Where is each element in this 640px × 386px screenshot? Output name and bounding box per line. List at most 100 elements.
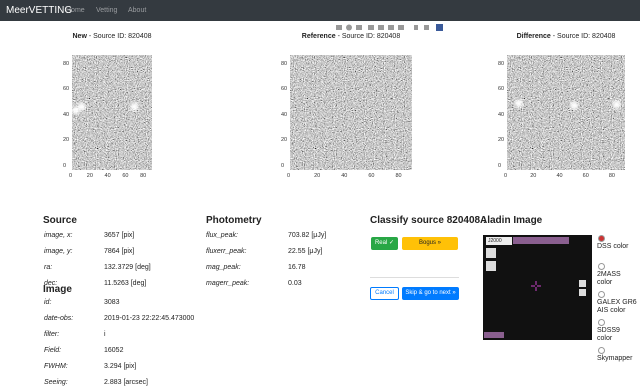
field-value: 132.3729 [deg] <box>104 264 151 271</box>
panel-label: New <box>72 33 87 40</box>
y-tick-label: 20 <box>63 137 70 144</box>
field-value: 16052 <box>104 347 124 354</box>
field-label: flux_peak: <box>206 232 238 239</box>
x-tick-label: 80 <box>395 173 402 179</box>
brand[interactable]: MeerVETTING <box>6 5 73 16</box>
field-label: date-obs: <box>44 315 74 322</box>
field-value: 22.55 [μJy] <box>288 248 323 255</box>
panel-suffix: - Source ID: 820408 <box>550 33 616 40</box>
option-label: Skymapper <box>597 355 633 362</box>
nav-link[interactable]: Vetting <box>96 7 118 14</box>
field-label: Field: <box>44 347 62 354</box>
x-tick-label: 40 <box>341 173 348 179</box>
layers-button[interactable] <box>486 248 496 258</box>
x-tick-label: 20 <box>314 173 321 179</box>
coordinates <box>513 237 569 244</box>
field-label: magerr_peak: <box>206 280 250 287</box>
field-value: 7864 [pix] <box>104 248 135 255</box>
radio[interactable] <box>598 263 605 270</box>
y-tick-label: 80 <box>63 60 70 67</box>
navbar: MeerVETTING Home Vetting About <box>0 0 640 21</box>
section-title: Classify source 820408 : <box>370 215 487 226</box>
field-label: fluxerr_peak: <box>206 248 247 255</box>
x-tick-label: 40 <box>556 173 563 179</box>
x-tick-label: 0 <box>69 173 73 179</box>
panel-title: Difference - Source ID: 820408 <box>486 33 640 40</box>
field-label: image, x: <box>44 232 73 239</box>
field-value: 16.78 <box>288 264 306 271</box>
panel-suffix: - Source ID: 820408 <box>335 33 401 40</box>
zoom-out[interactable] <box>579 289 586 296</box>
cutout-image <box>507 55 625 170</box>
field-value: 3657 [pix] <box>104 232 135 239</box>
field-label: Seeing: <box>44 379 68 386</box>
skip-button[interactable]: Skip & go to next » <box>402 287 459 300</box>
section-title: Aladin Image <box>480 215 543 226</box>
y-tick-label: 0 <box>63 163 67 169</box>
section-title: Source <box>43 215 77 226</box>
cancel-button[interactable]: Cancel <box>370 287 399 300</box>
y-tick-label: 0 <box>281 163 285 169</box>
y-tick-label: 80 <box>498 60 505 67</box>
field-label: mag_peak: <box>206 264 241 271</box>
field-label: image, y: <box>44 248 73 255</box>
nav-link[interactable]: About <box>128 7 147 14</box>
field-value: 3083 <box>104 299 120 306</box>
y-tick-label: 20 <box>498 137 505 144</box>
x-tick-label: 20 <box>530 173 537 179</box>
section-title: Image <box>43 284 72 295</box>
x-tick-label: 60 <box>122 173 129 179</box>
radio[interactable] <box>598 235 605 242</box>
y-tick-label: 20 <box>281 137 288 144</box>
x-tick-label: 60 <box>368 173 375 179</box>
x-tick-label: 0 <box>504 173 508 179</box>
panel-label: Difference <box>516 33 551 40</box>
frame-select[interactable]: J2000 <box>486 237 512 245</box>
field-label: filter: <box>44 331 60 338</box>
x-tick-label: 40 <box>104 173 111 179</box>
field-value: i <box>104 331 106 338</box>
y-tick-label: 60 <box>281 86 288 93</box>
field-value: 0.03 <box>288 280 302 287</box>
aladin-view[interactable]: J2000 <box>483 235 592 340</box>
real-button[interactable]: Real ✓ <box>371 237 398 250</box>
radio[interactable] <box>598 347 605 354</box>
y-tick-label: 40 <box>498 111 505 118</box>
field-value: 703.82 [μJy] <box>288 232 327 239</box>
panel-suffix: - Source ID: 820408 <box>86 33 152 40</box>
y-tick-label: 80 <box>281 60 288 67</box>
x-tick-label: 20 <box>86 173 93 179</box>
field-value: 2019-01-23 22:22:45.473000 <box>104 315 195 322</box>
panel-title: New - Source ID: 820408 <box>32 33 192 40</box>
option-label: SDSS9 color <box>597 327 620 342</box>
panel-label: Reference <box>301 33 336 40</box>
y-tick-label: 40 <box>281 111 288 118</box>
field-value: 11.5263 [deg] <box>104 280 147 287</box>
reticle <box>531 281 541 291</box>
toolbar <box>336 24 443 31</box>
x-tick-label: 80 <box>608 173 615 179</box>
zoom-in[interactable] <box>579 280 586 287</box>
panel-title: Reference - Source ID: 820408 <box>271 33 431 40</box>
option-label: 2MASS color <box>597 271 621 286</box>
x-tick-label: 0 <box>287 173 291 179</box>
y-tick-label: 40 <box>63 111 70 118</box>
radio[interactable] <box>598 319 605 326</box>
x-tick-label: 60 <box>582 173 589 179</box>
section-title: Photometry <box>206 215 262 226</box>
cutout-image <box>290 55 412 170</box>
cutout-image <box>72 55 152 170</box>
search-button[interactable] <box>486 261 496 271</box>
x-tick-label: 80 <box>140 173 147 179</box>
y-tick-label: 60 <box>63 86 70 93</box>
field-label: ra: <box>44 264 53 271</box>
y-tick-label: 60 <box>498 86 505 93</box>
divider <box>370 277 459 278</box>
option-label: GALEX GR6 AIS color <box>597 299 637 314</box>
radio[interactable] <box>598 291 605 298</box>
field-value: 2.883 [arcsec] <box>104 379 148 386</box>
bogus-button[interactable]: Bogus » <box>402 237 458 250</box>
nav-link[interactable]: Home <box>66 7 85 14</box>
fov <box>484 332 504 338</box>
